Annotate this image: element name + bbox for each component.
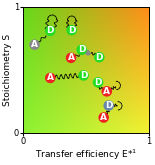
Circle shape <box>103 100 114 111</box>
Circle shape <box>78 70 89 81</box>
Y-axis label: Stoichiometry S: Stoichiometry S <box>3 34 12 106</box>
PathPatch shape <box>83 50 91 56</box>
Circle shape <box>29 39 40 50</box>
Text: D: D <box>95 53 103 62</box>
Text: D: D <box>105 101 113 110</box>
Text: A: A <box>103 87 110 96</box>
Circle shape <box>93 77 103 88</box>
Text: A: A <box>68 53 75 62</box>
Circle shape <box>98 112 109 123</box>
Text: D: D <box>78 45 85 54</box>
Text: D: D <box>80 71 87 80</box>
Circle shape <box>94 52 105 63</box>
Circle shape <box>45 26 55 36</box>
Text: D: D <box>94 78 102 87</box>
Circle shape <box>66 25 77 35</box>
X-axis label: Transfer efficiency E*$^{1}$: Transfer efficiency E*$^{1}$ <box>35 147 137 162</box>
Text: A: A <box>47 73 54 82</box>
Circle shape <box>45 73 55 83</box>
Text: A: A <box>100 113 107 122</box>
Text: D: D <box>68 26 75 35</box>
Text: A: A <box>31 40 38 49</box>
Circle shape <box>102 86 112 97</box>
Circle shape <box>76 44 87 55</box>
Circle shape <box>66 53 76 63</box>
Text: D: D <box>46 26 54 35</box>
